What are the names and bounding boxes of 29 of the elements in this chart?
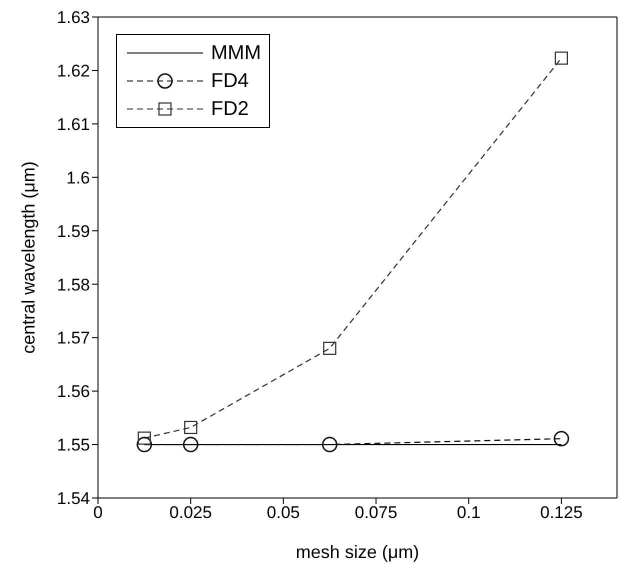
y-tick-label: 1.56 xyxy=(56,382,90,402)
x-tick-label: 0 xyxy=(93,503,103,522)
point xyxy=(554,52,568,65)
y-tick-label: 1.58 xyxy=(56,275,90,294)
legend-label: FD2 xyxy=(211,98,249,120)
x-tick-label: 0.025 xyxy=(169,503,212,522)
point xyxy=(138,432,151,445)
y-tick-label: 1.57 xyxy=(56,328,90,348)
x-tick-label: 0.125 xyxy=(540,503,583,522)
point xyxy=(322,436,338,452)
y-tick-label: 1.55 xyxy=(56,436,90,455)
y-tick-label: 1.62 xyxy=(56,61,90,80)
legend-label: FD4 xyxy=(211,70,249,92)
y-axis-title: central wavelength (μm) xyxy=(18,161,38,354)
point xyxy=(182,436,198,452)
point xyxy=(554,430,570,446)
y-tick-label: 1.63 xyxy=(56,8,90,28)
x-tick-label: 0.075 xyxy=(354,503,398,522)
y-tick-label: 1.54 xyxy=(56,489,90,508)
x-tick-label: 0.1 xyxy=(456,503,481,522)
point xyxy=(323,342,336,355)
y-tick-label: 1.61 xyxy=(56,114,90,134)
x-axis-title: mesh size (μm) xyxy=(296,542,420,562)
point xyxy=(136,436,152,452)
x-tick-label: 0.05 xyxy=(266,503,300,522)
point xyxy=(184,420,198,434)
legend-label: MMM xyxy=(211,42,261,64)
y-tick-label: 1.6 xyxy=(66,168,90,188)
y-tick-label: 1.59 xyxy=(56,222,90,241)
